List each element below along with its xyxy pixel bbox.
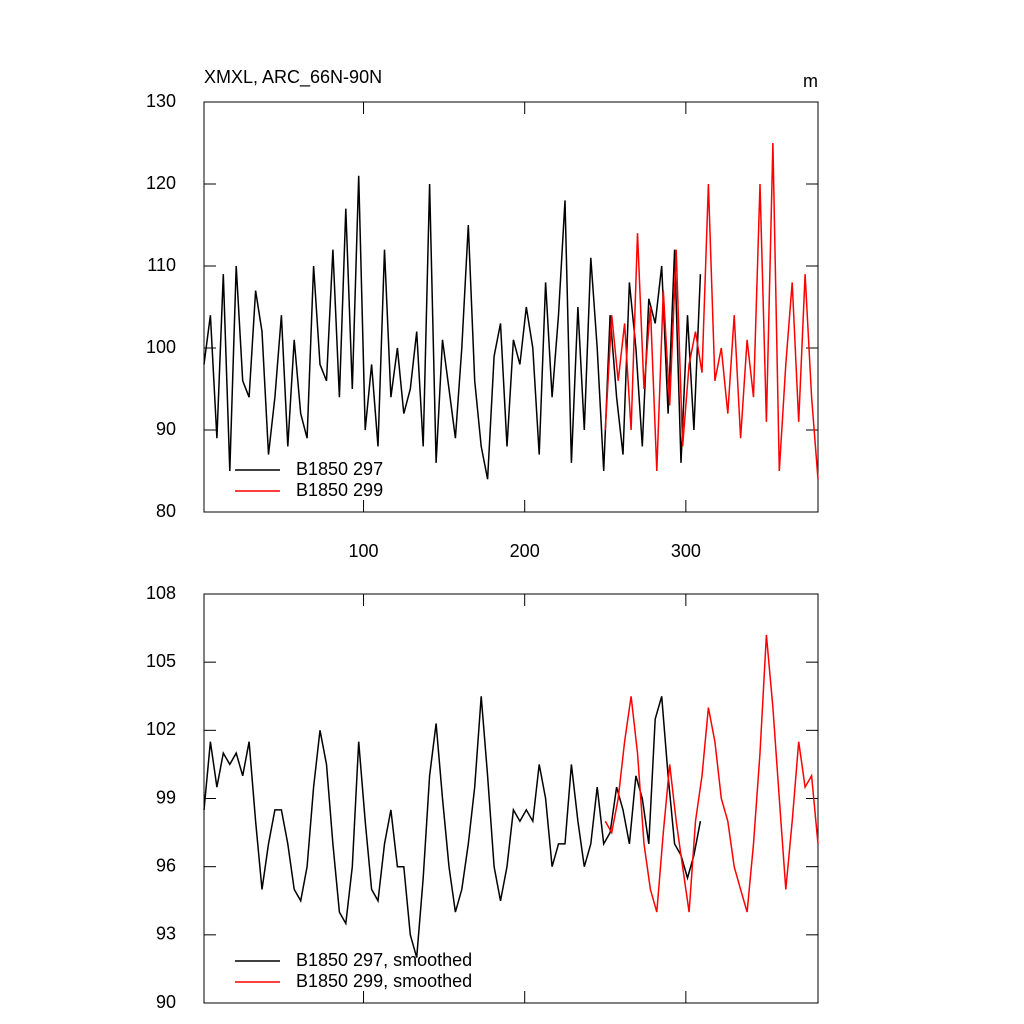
chart-title: XMXL, ARC_66N-90N xyxy=(204,67,382,88)
y-tick-label: 105 xyxy=(146,651,176,671)
y-tick-label: 96 xyxy=(156,855,176,875)
plot-frame xyxy=(203,101,819,513)
y-tick-label: 100 xyxy=(146,337,176,357)
legend-label: B1850 297, smoothed xyxy=(296,950,472,970)
x-tick-label: 100 xyxy=(349,541,379,561)
data-line xyxy=(604,634,819,913)
x-tick-label: 300 xyxy=(671,541,701,561)
plot-frame xyxy=(203,593,819,1004)
y-tick-label: 130 xyxy=(146,91,176,111)
legend-label: B1850 297 xyxy=(296,459,383,479)
legend-label: B1850 299, smoothed xyxy=(296,971,472,991)
data-line xyxy=(604,142,819,480)
y-tick-label: 90 xyxy=(156,992,176,1012)
y-tick-label: 108 xyxy=(146,583,176,603)
units-label: m xyxy=(803,71,818,91)
y-tick-label: 110 xyxy=(147,255,176,275)
legend-label: B1850 299 xyxy=(296,480,383,500)
x-tick-label: 200 xyxy=(510,541,540,561)
data-line xyxy=(203,696,702,958)
y-tick-label: 93 xyxy=(156,924,176,944)
y-tick-label: 120 xyxy=(146,173,176,193)
y-tick-label: 80 xyxy=(156,501,176,521)
y-tick-label: 90 xyxy=(156,419,176,439)
y-tick-label: 102 xyxy=(146,719,176,739)
y-tick-label: 99 xyxy=(156,787,176,807)
data-line xyxy=(203,175,702,480)
